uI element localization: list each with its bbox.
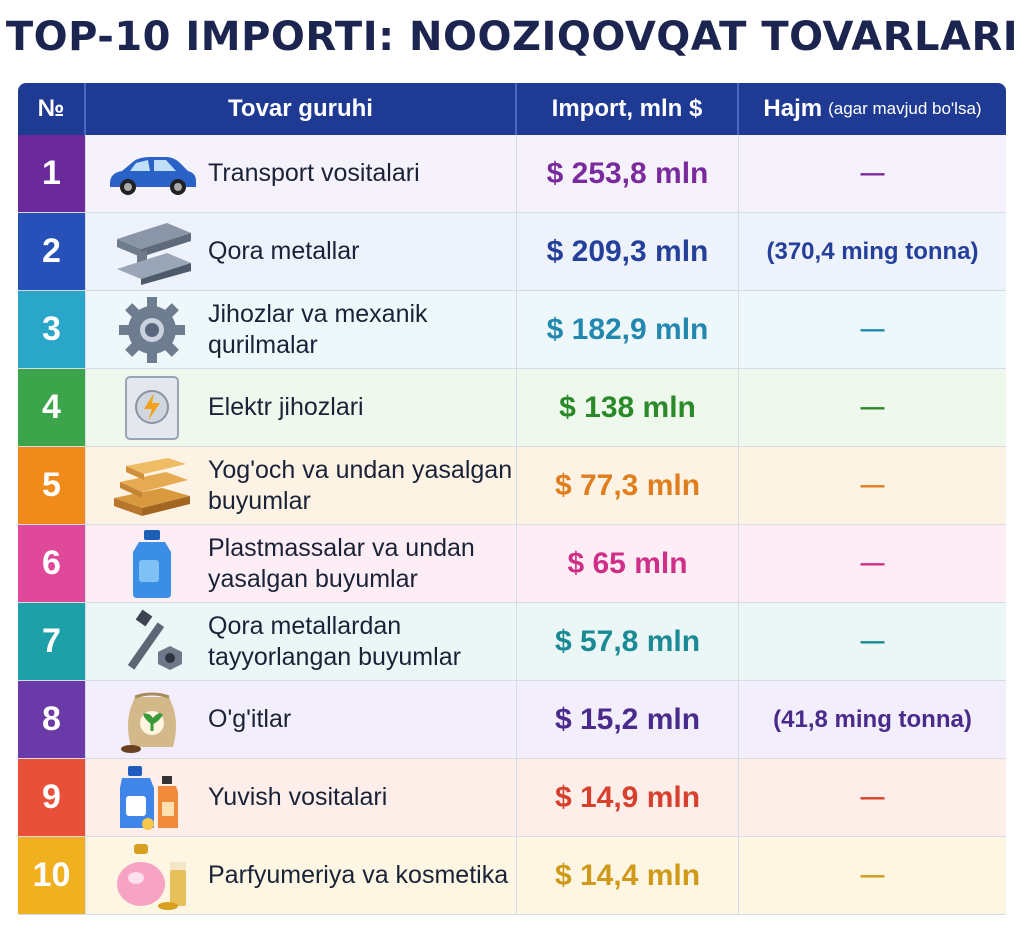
row-import-value: $ 182,9 mln [517, 291, 739, 368]
row-volume-value: — [860, 627, 885, 655]
row-product-label: Jihozlar va mexanik qurilmalar [208, 299, 428, 359]
row-number: 1 [18, 135, 86, 212]
table-row: 3 Jihozlar va mexanik qurilmalar $ 182,9 m… [18, 291, 1006, 369]
row-product-group: Qora metallardan tayyorlangan buyumlar [86, 603, 517, 680]
row-volume-value: — [860, 315, 885, 343]
table-row: 4 Elektr jihozlari $ 138 mln — [18, 369, 1006, 447]
steel-beam-icon [102, 217, 202, 287]
row-product-group: Parfyumeriya va kosmetika [86, 837, 517, 914]
table-row: 8 O'g'itlar $ 15,2 mln (41,8 ming tonna) [18, 681, 1006, 759]
row-volume-value: — [860, 861, 885, 889]
row-import-value: $ 65 mln [517, 525, 739, 602]
row-volume-value: (370,4 ming tonna) [766, 237, 979, 265]
row-number: 5 [18, 447, 86, 524]
table-row: 6 Plastmassalar va undan yasalgan buyumla… [18, 525, 1006, 603]
row-number: 4 [18, 369, 86, 446]
row-number: 9 [18, 759, 86, 836]
row-product-label: Yog'och va undan yasalgan buyumlar [208, 455, 513, 515]
gear-icon [102, 295, 202, 365]
row-product-group: Yog'och va undan yasalgan buyumlar [86, 447, 517, 524]
row-product-label: Qora metallar [208, 237, 360, 265]
table-row: 1 Transport vositalari $ 253,8 mln — [18, 135, 1006, 213]
header-name: Tovar guruhi [86, 83, 517, 135]
row-number: 6 [18, 525, 86, 602]
row-product-group: Elektr jihozlari [86, 369, 517, 446]
row-product-group: O'g'itlar [86, 681, 517, 758]
row-import-value: $ 138 mln [517, 369, 739, 446]
row-product-label: Plastmassalar va undan yasalgan buyumlar [208, 533, 475, 593]
row-number: 2 [18, 213, 86, 290]
table-body: 1 Transport vositalari $ 253,8 mln — 2 Qora m… [18, 135, 1006, 915]
header-volume-note: (agar mavjud bo'lsa) [828, 99, 982, 118]
row-volume-value: — [860, 783, 885, 811]
table-row: 2 Qora metallar $ 209,3 mln (370,4 ming ton… [18, 213, 1006, 291]
row-import-value: $ 253,8 mln [517, 135, 739, 212]
row-volume-value: (41,8 ming tonna) [773, 705, 972, 733]
import-table: № Tovar guruhi Import, mln $ Hajm (agar … [18, 83, 1006, 915]
header-volume: Hajm (agar mavjud bo'lsa) [739, 83, 1006, 135]
row-product-group: Plastmassalar va undan yasalgan buyumlar [86, 525, 517, 602]
row-volume-value: — [860, 393, 885, 421]
bolt-nut-icon [102, 607, 202, 677]
row-number: 10 [18, 837, 86, 914]
car-icon [102, 139, 202, 209]
row-import-value: $ 209,3 mln [517, 213, 739, 290]
row-product-label: Elektr jihozlari [208, 393, 364, 421]
header-import: Import, mln $ [517, 83, 739, 135]
row-volume-value: — [860, 159, 885, 187]
plastic-bottle-icon [102, 529, 202, 599]
row-import-value: $ 57,8 mln [517, 603, 739, 680]
wood-planks-icon [102, 451, 202, 521]
table-row: 9 Yuvish vositalari $ 14,9 mln — [18, 759, 1006, 837]
row-import-value: $ 77,3 mln [517, 447, 739, 524]
detergent-icon [102, 763, 202, 833]
header-num: № [18, 83, 86, 135]
row-product-group: Qora metallar [86, 213, 517, 290]
row-import-value: $ 14,9 mln [517, 759, 739, 836]
row-product-group: Transport vositalari [86, 135, 517, 212]
row-product-group: Jihozlar va mexanik qurilmalar [86, 291, 517, 368]
table-row: 10 Parfyumeriya va kosmetika $ 14,4 mln — [18, 837, 1006, 915]
electric-appliance-icon [102, 373, 202, 443]
row-volume-value: — [860, 471, 885, 499]
page-title: TOP-10 IMPORTI: NOOZIQOVQAT TOVARLARI [5, 14, 1019, 60]
row-product-group: Yuvish vositalari [86, 759, 517, 836]
header-volume-label: Hajm [763, 95, 823, 122]
row-number: 8 [18, 681, 86, 758]
row-number: 7 [18, 603, 86, 680]
row-import-value: $ 14,4 mln [517, 837, 739, 914]
row-product-label: Qora metallardan tayyorlangan buyumlar [208, 611, 461, 671]
row-product-label: Yuvish vositalari [208, 783, 388, 811]
row-number: 3 [18, 291, 86, 368]
table-header: № Tovar guruhi Import, mln $ Hajm (agar … [18, 83, 1006, 135]
perfume-icon [102, 841, 202, 911]
table-row: 5 Yog'och va undan yasalgan buyumlar $ 77,… [18, 447, 1006, 525]
row-product-label: Parfyumeriya va kosmetika [208, 861, 509, 889]
row-product-label: O'g'itlar [208, 705, 292, 733]
table-row: 7 Qora metallardan tayyorlangan buyumlar $… [18, 603, 1006, 681]
fertilizer-bag-icon [102, 685, 202, 755]
row-volume-value: — [860, 549, 885, 577]
row-product-label: Transport vositalari [208, 159, 420, 187]
row-import-value: $ 15,2 mln [517, 681, 739, 758]
